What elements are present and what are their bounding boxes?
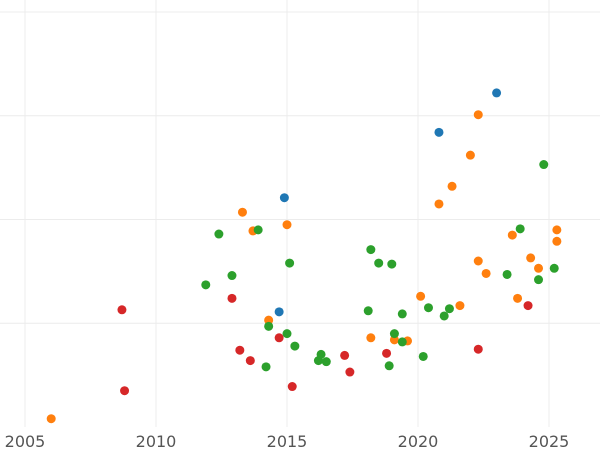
scatter-point — [539, 160, 549, 170]
scatter-point — [526, 253, 536, 263]
scatter-point — [455, 301, 465, 311]
scatter-point — [227, 271, 237, 281]
scatter-point — [261, 362, 271, 372]
scatter-point — [473, 110, 483, 120]
x-axis-tick-labels: 2005 2010 2015 2020 2025 — [5, 432, 570, 450]
scatter-point — [382, 348, 392, 358]
scatter-point — [253, 225, 263, 235]
scatter-point — [46, 414, 56, 424]
scatter-point — [237, 207, 247, 217]
scatter-point — [473, 256, 483, 266]
scatter-point — [534, 263, 544, 273]
scatter-point — [502, 269, 512, 279]
scatter-point — [117, 305, 127, 315]
scatter-point — [120, 386, 130, 396]
scatter-point — [384, 361, 394, 371]
scatter-point — [285, 258, 295, 268]
scatter-point — [279, 193, 289, 203]
scatter-point — [465, 150, 475, 160]
gridlines — [0, 0, 600, 427]
scatter-point — [274, 333, 284, 343]
x-tick-label: 2015 — [267, 432, 308, 450]
scatter-point — [515, 224, 525, 234]
scatter-point — [340, 350, 350, 360]
scatter-point — [434, 127, 444, 137]
x-tick-label: 2020 — [398, 432, 439, 450]
scatter-point — [523, 301, 533, 311]
x-tick-label: 2010 — [136, 432, 177, 450]
scatter-point — [552, 225, 562, 235]
scatter-point — [507, 230, 517, 240]
scatter-point — [481, 268, 491, 278]
scatter-point — [282, 329, 292, 339]
scatter-point — [345, 367, 355, 377]
scatter-point — [290, 341, 300, 351]
x-tick-label: 2025 — [529, 432, 570, 450]
scatter-point — [264, 321, 274, 331]
scatter-point — [447, 181, 457, 191]
scatter-point — [389, 329, 399, 339]
scatter-point — [492, 88, 502, 98]
scatter-point — [245, 356, 255, 366]
scatter-point — [201, 280, 211, 290]
scatter-point — [374, 258, 384, 268]
x-tick-label: 2005 — [5, 432, 46, 450]
scatter-point — [416, 291, 426, 301]
scatter-point — [397, 337, 407, 347]
scatter-point — [439, 311, 449, 321]
scatter-point — [264, 315, 274, 325]
scatter-point — [389, 335, 399, 345]
scatter-point — [282, 220, 292, 230]
scatter-point — [423, 303, 433, 313]
scatter-point — [366, 333, 376, 343]
scatter-point — [227, 293, 237, 303]
scatter-point — [366, 245, 376, 255]
scatter-point — [287, 382, 297, 392]
scatter-point — [473, 344, 483, 354]
scatter-point — [444, 304, 454, 314]
scatter-point — [513, 293, 523, 303]
scatter-point — [387, 259, 397, 269]
scatter-point — [397, 309, 407, 319]
data-points — [46, 88, 562, 424]
scatter-point — [214, 229, 224, 239]
scatter-point — [316, 349, 326, 359]
scatter-point — [235, 345, 245, 355]
scatter-point — [321, 357, 331, 367]
scatter-point — [434, 199, 444, 209]
scatter-point — [534, 275, 544, 285]
scatter-point — [363, 306, 373, 316]
scatter-point — [274, 307, 284, 317]
scatter-point — [549, 263, 559, 273]
scatter-point — [552, 236, 562, 246]
scatter-point — [418, 351, 428, 361]
